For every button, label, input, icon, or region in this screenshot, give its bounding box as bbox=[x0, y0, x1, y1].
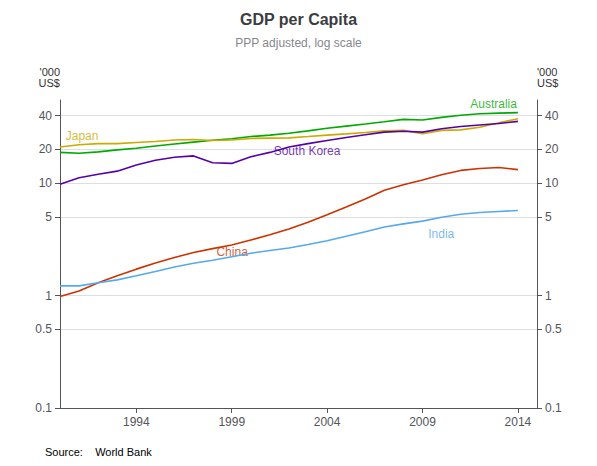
svg-text:Source: World Bank: Source: World Bank bbox=[45, 446, 152, 458]
svg-text:2009: 2009 bbox=[409, 415, 436, 429]
svg-text:1: 1 bbox=[45, 289, 52, 303]
svg-text:GDP per Capita: GDP per Capita bbox=[240, 11, 357, 28]
svg-text:0.5: 0.5 bbox=[35, 322, 52, 336]
svg-text:40: 40 bbox=[545, 109, 559, 123]
svg-text:5: 5 bbox=[545, 210, 552, 224]
svg-text:0.1: 0.1 bbox=[545, 401, 562, 415]
svg-text:India: India bbox=[428, 227, 454, 241]
svg-text:40: 40 bbox=[39, 109, 53, 123]
svg-text:China: China bbox=[216, 245, 248, 260]
svg-text:5: 5 bbox=[45, 210, 52, 224]
svg-text:Japan: Japan bbox=[66, 129, 99, 143]
svg-text:South Korea: South Korea bbox=[274, 144, 341, 158]
svg-text:0.5: 0.5 bbox=[545, 322, 562, 336]
svg-text:Australia: Australia bbox=[470, 97, 517, 111]
svg-text:US$: US$ bbox=[537, 77, 558, 89]
svg-text:2014: 2014 bbox=[505, 415, 532, 429]
svg-text:0.1: 0.1 bbox=[35, 401, 52, 415]
svg-text:'000: '000 bbox=[39, 65, 60, 78]
svg-text:PPP adjusted, log scale: PPP adjusted, log scale bbox=[235, 36, 362, 50]
svg-text:1994: 1994 bbox=[123, 415, 150, 429]
svg-text:1999: 1999 bbox=[218, 415, 245, 429]
svg-text:'000: '000 bbox=[537, 65, 558, 78]
svg-text:10: 10 bbox=[545, 176, 559, 190]
svg-text:20: 20 bbox=[545, 142, 559, 156]
svg-text:20: 20 bbox=[39, 142, 53, 156]
svg-text:US$: US$ bbox=[39, 77, 60, 89]
svg-text:2004: 2004 bbox=[314, 415, 341, 429]
svg-text:1: 1 bbox=[545, 289, 552, 303]
svg-text:10: 10 bbox=[39, 176, 53, 190]
